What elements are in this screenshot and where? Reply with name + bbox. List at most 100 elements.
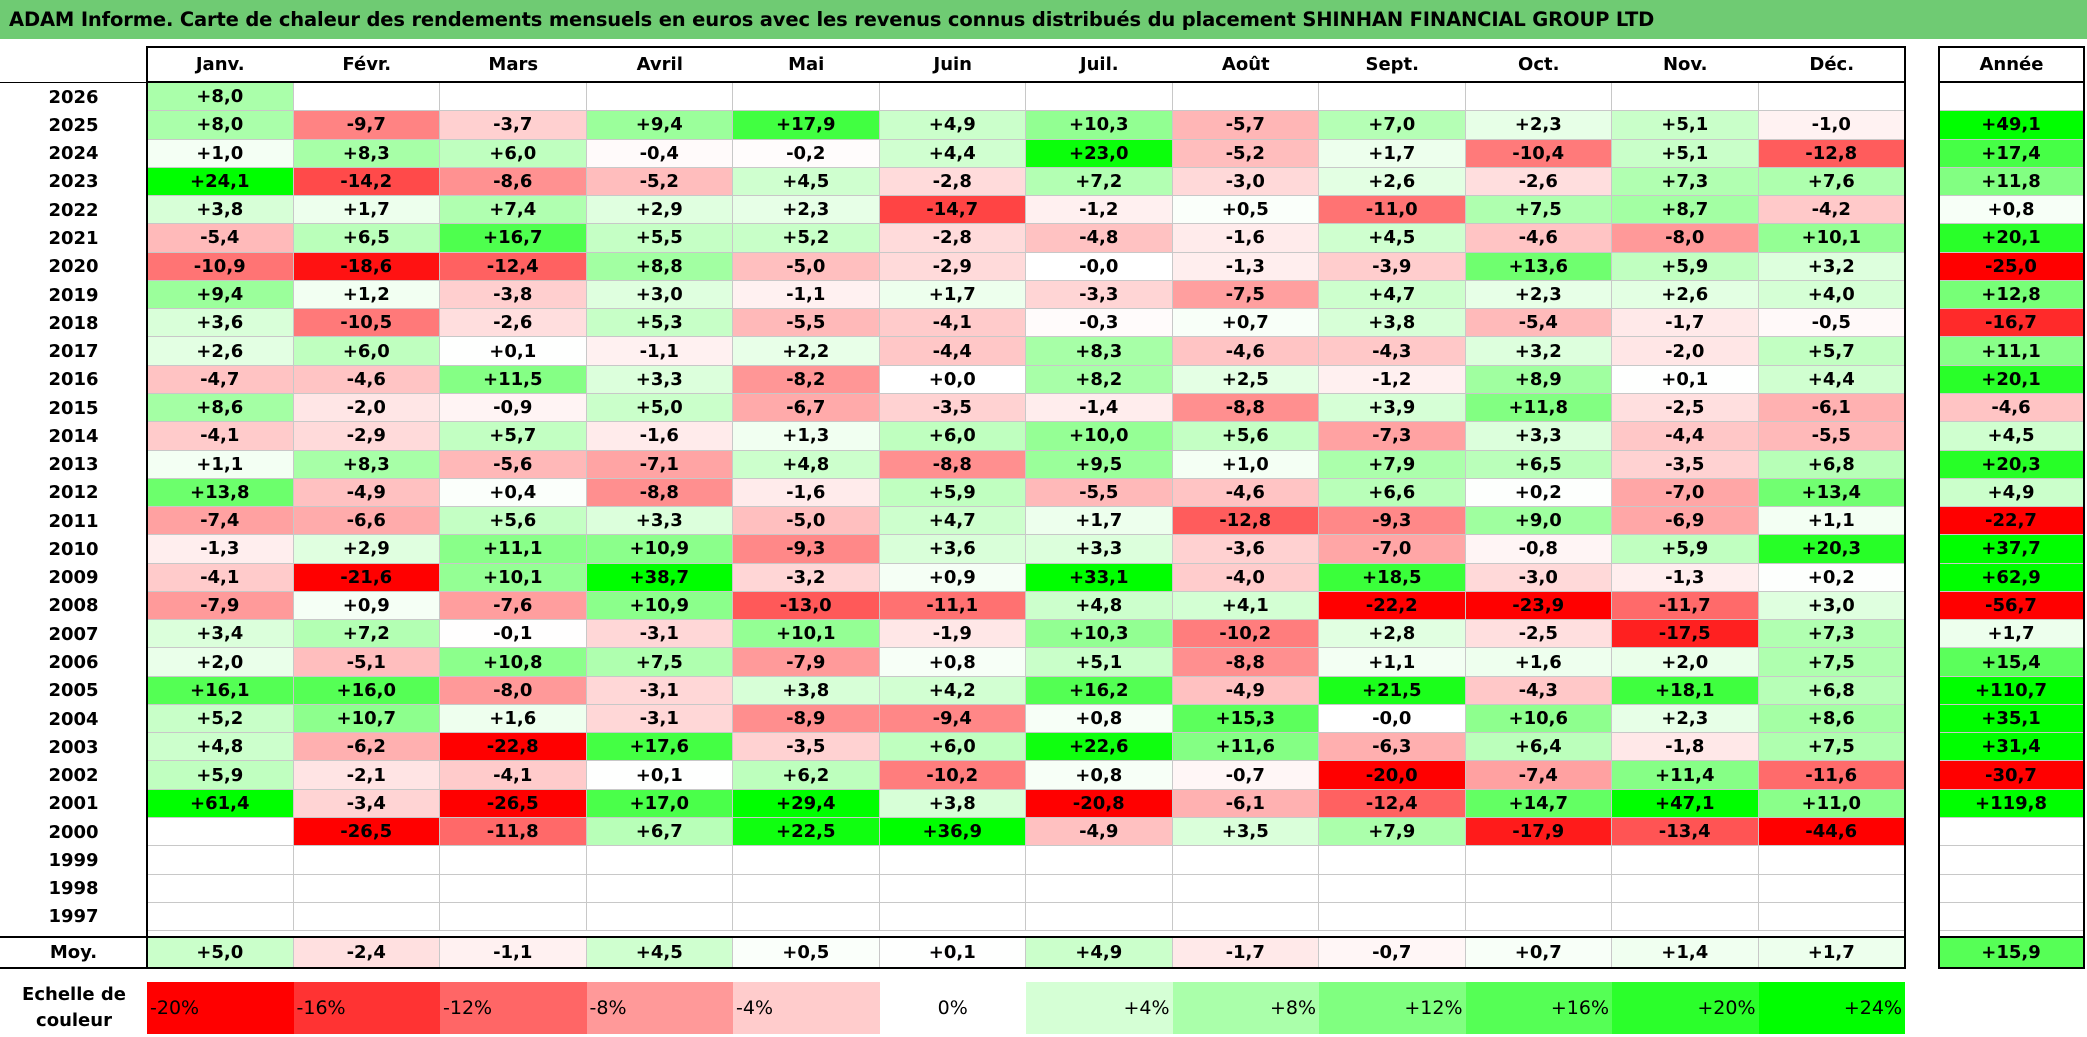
heatmap-cell: +20,3	[1758, 535, 1905, 564]
average-rule-annual	[1939, 936, 2084, 938]
heatmap-cell: +61,4	[147, 789, 294, 819]
annual-cell: -4,6	[1939, 393, 2084, 423]
heatmap-cell: -7,9	[147, 591, 294, 621]
heatmap-cell: +1,7	[293, 196, 440, 225]
heatmap-cell: -6,6	[293, 507, 440, 536]
annual-cell	[1939, 818, 2084, 847]
heatmap-cell: +10,1	[1758, 224, 1905, 253]
month-header: Mars	[488, 53, 539, 75]
heatmap-cell: +5,9	[1612, 252, 1759, 281]
heatmap-cell: +5,0	[586, 393, 733, 423]
heatmap-cell: +8,3	[293, 139, 440, 168]
heatmap-cell	[1319, 874, 1466, 903]
annual-cell: -25,0	[1939, 252, 2084, 281]
heatmap-cell: +10,8	[440, 648, 587, 677]
annual-cell: +0,8	[1939, 196, 2084, 225]
heatmap-cell: -4,3	[1319, 337, 1466, 366]
heatmap-cell: +17,6	[586, 733, 733, 762]
year-label: 2003	[48, 736, 99, 758]
heatmap-cell: +5,9	[1612, 535, 1759, 564]
header-rule-annual	[1939, 81, 2084, 83]
heatmap-cell	[1758, 83, 1905, 112]
average-cell: +1,7	[1758, 937, 1905, 968]
heatmap-cell: +7,5	[586, 648, 733, 677]
heatmap-cell: -3,0	[1172, 167, 1319, 197]
heatmap-cell: -44,6	[1758, 818, 1905, 847]
heatmap-cell: +1,2	[293, 280, 440, 310]
heatmap-cell: +2,8	[1319, 620, 1466, 649]
heatmap-cell: -8,2	[733, 365, 880, 394]
average-rule	[0, 936, 147, 938]
annual-cell: +20,3	[1939, 450, 2084, 479]
annual-cell	[1939, 846, 2084, 875]
average-label: Moy.	[49, 942, 98, 963]
heatmap-cell: -3,5	[879, 393, 1026, 423]
annual-cell: +11,8	[1939, 167, 2084, 197]
year-column-top	[0, 82, 147, 83]
heatmap-cell: +11,8	[1465, 393, 1612, 423]
month-header: Avril	[636, 53, 683, 75]
average-cell: +1,4	[1612, 937, 1759, 968]
heatmap-cell: -22,2	[1319, 591, 1466, 621]
average-bottom-rule	[0, 967, 147, 969]
heatmap-cell: -6,9	[1612, 507, 1759, 536]
heatmap-cell: -8,6	[440, 167, 587, 197]
heatmap-cell: +1,0	[147, 139, 294, 168]
heatmap-cell: +6,5	[1465, 450, 1612, 479]
heatmap-cell: -1,3	[1172, 252, 1319, 281]
heatmap-cell: -1,3	[147, 535, 294, 564]
heatmap-cell: +2,6	[147, 337, 294, 366]
heatmap-cell: +6,8	[1758, 450, 1905, 479]
heatmap-cell: -7,6	[440, 591, 587, 621]
heatmap-cell: -5,1	[293, 648, 440, 677]
heatmap-cell: +0,1	[586, 761, 733, 790]
average-cell: -2,4	[293, 937, 440, 968]
heatmap-cell: +47,1	[1612, 789, 1759, 819]
heatmap-cell: -1,1	[733, 280, 880, 310]
heatmap-cell: -1,3	[1612, 563, 1759, 592]
heatmap-cell	[440, 874, 587, 903]
heatmap-cell: +16,0	[293, 676, 440, 705]
heatmap-cell: -2,6	[1465, 167, 1612, 197]
heatmap-cell: +10,3	[1026, 620, 1173, 649]
color-scale-swatch: +8%	[1172, 982, 1319, 1034]
heatmap-cell: +8,3	[1026, 337, 1173, 366]
annual-cell: -30,7	[1939, 761, 2084, 790]
annual-cell: +4,9	[1939, 478, 2084, 508]
heatmap-cell: +29,4	[733, 789, 880, 819]
heatmap-cell: +6,8	[1758, 676, 1905, 705]
heatmap-cell: +11,6	[1172, 733, 1319, 762]
heatmap-cell	[1758, 902, 1905, 932]
heatmap-cell: -4,6	[1172, 478, 1319, 508]
heatmap-cell: +6,0	[293, 337, 440, 366]
heatmap-cell: -0,7	[1172, 761, 1319, 790]
annual-cell: +49,1	[1939, 111, 2084, 140]
heatmap-cell: +5,7	[440, 422, 587, 451]
heatmap-cell: -26,5	[440, 789, 587, 819]
year-label: 2002	[48, 765, 99, 787]
heatmap-cell: +9,4	[147, 280, 294, 310]
heatmap-cell: -9,4	[879, 704, 1026, 734]
year-label: 2020	[48, 256, 99, 278]
year-label: 2015	[48, 397, 99, 419]
heatmap-cell: -3,7	[440, 111, 587, 140]
heatmap-cell: +4,1	[1172, 591, 1319, 621]
heatmap-cell: -7,3	[1319, 422, 1466, 451]
heatmap-cell: +2,0	[147, 648, 294, 677]
annual-cell: +15,4	[1939, 648, 2084, 677]
heatmap-cell: +7,0	[1319, 111, 1466, 140]
month-header: Oct.	[1518, 53, 1560, 75]
heatmap-cell	[1026, 874, 1173, 903]
heatmap-cell: -0,9	[440, 393, 587, 423]
heatmap-cell: -3,2	[733, 563, 880, 592]
annual-cell: +1,7	[1939, 620, 2084, 649]
heatmap-cell: -12,8	[1172, 507, 1319, 536]
heatmap-cell: -11,0	[1319, 196, 1466, 225]
heatmap-cell: -2,5	[1612, 393, 1759, 423]
heatmap-cell	[440, 902, 587, 932]
color-scale-swatch: +20%	[1612, 982, 1759, 1034]
heatmap-cell: +8,0	[147, 83, 294, 112]
heatmap-cell: +8,7	[1612, 196, 1759, 225]
heatmap-cell: -6,1	[1758, 393, 1905, 423]
year-label: 2006	[48, 652, 99, 674]
